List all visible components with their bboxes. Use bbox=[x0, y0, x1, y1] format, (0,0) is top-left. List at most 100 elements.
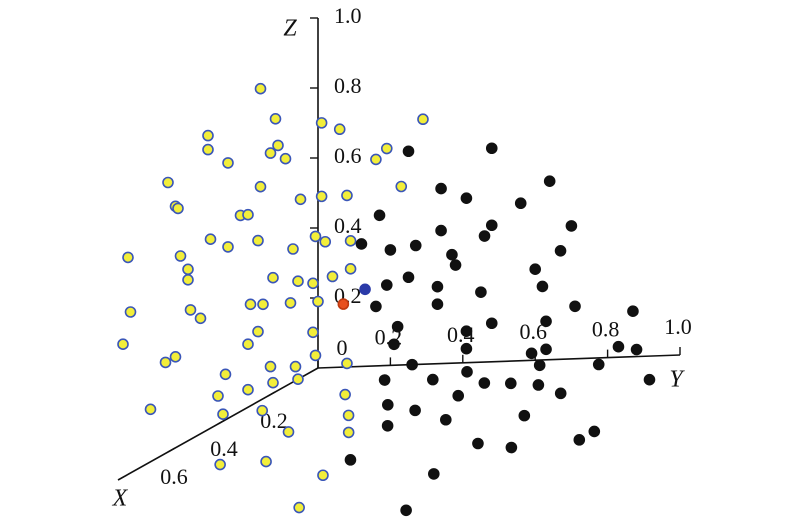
point bbox=[307, 326, 319, 339]
point bbox=[212, 390, 224, 402]
point bbox=[344, 235, 357, 247]
point bbox=[326, 270, 339, 283]
point bbox=[588, 425, 601, 438]
point bbox=[182, 273, 194, 286]
point bbox=[124, 306, 137, 318]
point bbox=[565, 220, 578, 232]
point bbox=[409, 239, 422, 252]
y-tick-label: 0 bbox=[337, 335, 348, 360]
point bbox=[292, 275, 304, 288]
point bbox=[435, 224, 447, 237]
point bbox=[315, 117, 328, 129]
point bbox=[117, 338, 129, 351]
y-axis-title: Y bbox=[669, 367, 685, 393]
point bbox=[536, 280, 549, 293]
z-tick-label: 1.0 bbox=[334, 3, 362, 28]
point bbox=[373, 209, 386, 222]
point bbox=[427, 468, 440, 480]
point bbox=[254, 180, 267, 193]
point bbox=[380, 142, 393, 155]
point bbox=[122, 251, 134, 264]
y-tick-label: 1.0 bbox=[664, 314, 692, 339]
point bbox=[337, 298, 350, 310]
point bbox=[478, 230, 491, 242]
point bbox=[344, 454, 357, 466]
point bbox=[342, 409, 355, 422]
point bbox=[505, 441, 518, 454]
x-tick-label: 0.6 bbox=[160, 464, 188, 489]
point bbox=[254, 82, 267, 95]
point bbox=[344, 263, 357, 275]
x-tick bbox=[267, 391, 276, 397]
point bbox=[391, 320, 404, 333]
point bbox=[184, 304, 197, 316]
point bbox=[370, 300, 382, 313]
point bbox=[426, 373, 439, 386]
x-tick bbox=[217, 419, 226, 425]
point bbox=[244, 298, 257, 311]
point bbox=[532, 379, 545, 391]
point bbox=[431, 298, 444, 311]
point bbox=[294, 193, 307, 206]
point bbox=[342, 426, 355, 439]
point bbox=[402, 271, 415, 284]
point bbox=[435, 182, 447, 195]
point bbox=[242, 208, 254, 221]
point bbox=[554, 387, 567, 400]
point bbox=[380, 279, 393, 291]
point bbox=[284, 297, 297, 309]
point bbox=[460, 342, 473, 355]
point bbox=[452, 389, 465, 402]
point bbox=[395, 180, 408, 193]
point bbox=[461, 366, 473, 378]
point bbox=[485, 219, 498, 232]
z-axis-title: Z bbox=[283, 16, 297, 42]
point bbox=[518, 409, 531, 422]
point bbox=[627, 305, 639, 317]
point bbox=[341, 357, 353, 370]
point bbox=[554, 244, 567, 257]
point bbox=[400, 504, 412, 517]
point bbox=[317, 469, 329, 482]
point bbox=[540, 315, 552, 328]
z-tick-label: 0.4 bbox=[334, 213, 362, 238]
point bbox=[194, 312, 207, 325]
point bbox=[217, 408, 229, 421]
point bbox=[242, 338, 254, 351]
point bbox=[182, 263, 194, 276]
point bbox=[319, 235, 332, 248]
point bbox=[370, 153, 382, 166]
point bbox=[543, 175, 556, 187]
point bbox=[406, 358, 418, 371]
point bbox=[287, 243, 299, 255]
point bbox=[485, 317, 498, 330]
point bbox=[460, 192, 473, 204]
point bbox=[252, 234, 264, 247]
point bbox=[514, 197, 527, 210]
point bbox=[384, 244, 397, 256]
point bbox=[204, 233, 217, 245]
point bbox=[222, 241, 234, 253]
point bbox=[409, 404, 421, 417]
point bbox=[169, 350, 182, 363]
point bbox=[219, 368, 232, 381]
point bbox=[315, 190, 328, 203]
point bbox=[341, 189, 353, 202]
point bbox=[202, 129, 214, 142]
point bbox=[333, 123, 346, 136]
point bbox=[267, 376, 279, 389]
point bbox=[279, 152, 292, 165]
point bbox=[282, 426, 295, 438]
point bbox=[355, 238, 368, 250]
point bbox=[446, 248, 458, 261]
point bbox=[475, 286, 487, 298]
point bbox=[417, 113, 429, 126]
point bbox=[478, 377, 491, 389]
point bbox=[264, 147, 277, 159]
x-tick bbox=[167, 447, 176, 453]
point bbox=[214, 458, 226, 471]
point bbox=[533, 359, 546, 372]
point bbox=[485, 142, 498, 155]
